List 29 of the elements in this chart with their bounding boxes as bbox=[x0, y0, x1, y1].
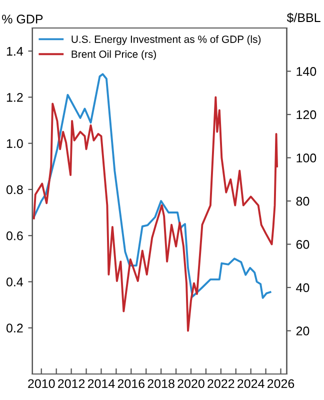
y-tick-label: 1.2 bbox=[6, 93, 23, 102]
y-tick-label: 1.4 bbox=[6, 46, 24, 56]
x-tick-label: 2016 bbox=[118, 379, 144, 388]
x-tick-label: 2022 bbox=[208, 379, 234, 388]
y-tick-label: 0.8 bbox=[6, 185, 23, 194]
y-tick-label: 0.2 bbox=[6, 324, 23, 333]
y2-tick-label: 120 bbox=[296, 110, 316, 120]
x-tick-label: 2014 bbox=[88, 379, 115, 388]
x-tick-label: 2024 bbox=[238, 379, 264, 388]
y2-tick-label: 140 bbox=[296, 67, 316, 76]
x-tick-label: 2026 bbox=[267, 379, 294, 388]
x-tick-label: 2012 bbox=[58, 379, 85, 388]
y-tick-label: 1.0 bbox=[6, 139, 23, 148]
y2-tick-label: 60 bbox=[296, 240, 310, 249]
y2-tick-label: 20 bbox=[296, 326, 310, 336]
x-tick-label: 2020 bbox=[178, 379, 204, 388]
y-tick-label: 0.4 bbox=[6, 278, 24, 286]
line-series bbox=[32, 96, 278, 332]
x-tick-label: 2010 bbox=[28, 379, 55, 388]
y-tick-label: 0.6 bbox=[6, 231, 23, 240]
y2-tick-label: 40 bbox=[296, 283, 310, 292]
y2-axis-title: $/BBL bbox=[286, 12, 320, 23]
legend-label: U.S. Energy Investment as % of GDP (ls) bbox=[72, 35, 261, 45]
line-series bbox=[32, 73, 272, 299]
legend-label: Brent Oil Price (rs) bbox=[72, 50, 156, 60]
x-tick-label: 2018 bbox=[148, 379, 174, 388]
y2-tick-label: 100 bbox=[296, 154, 316, 162]
y2-tick-label: 80 bbox=[296, 196, 310, 206]
y-axis-title: % GDP bbox=[2, 14, 43, 24]
